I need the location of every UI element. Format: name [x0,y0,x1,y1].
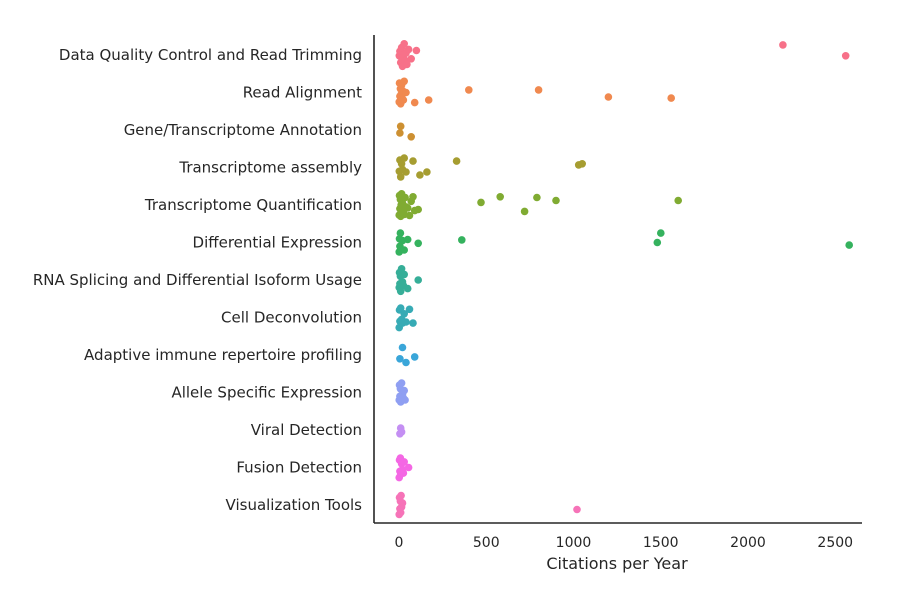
category-label: Viral Detection [251,421,362,439]
x-tick-label: 2500 [817,535,853,551]
data-point [552,196,560,205]
data-point [416,171,424,179]
data-point [396,122,405,131]
category-label: Read Alignment [243,84,362,102]
data-point [396,508,405,517]
data-point [396,355,404,363]
data-point [573,505,581,514]
data-point [401,396,409,404]
category-labels: Data Quality Control and Read Trimming Re… [33,46,362,514]
data-point [402,168,410,176]
data-point [604,93,613,101]
x-axis-title: Citations per Year [546,554,688,573]
data-point [396,173,405,181]
data-point [841,52,850,60]
data-point [402,88,410,97]
x-tick-label: 1000 [556,535,592,551]
data-point [400,270,409,279]
data-point [477,198,485,207]
data-point [396,129,404,137]
data-point [396,229,405,237]
data-point [399,469,408,477]
data-point [414,239,423,248]
data-point [520,207,529,216]
category-label: Transcriptome Quantification [144,196,362,214]
data-point [423,168,431,176]
data-point [407,55,416,63]
data-point [403,204,412,212]
data-point [400,154,409,162]
category-label: Visualization Tools [226,496,363,514]
data-point [398,343,407,352]
x-tick-label: 2000 [730,535,766,551]
category-label: Data Quality Control and Read Trimming [59,46,362,64]
data-point [396,287,405,296]
data-point [400,246,409,254]
data-point [407,133,416,141]
x-tick-label: 0 [395,535,404,551]
category-label: Differential Expression [193,234,362,252]
x-tick-label: 500 [473,535,500,551]
data-point [409,319,417,327]
data-point [496,193,505,201]
data-point [414,276,423,284]
data-point [400,310,409,318]
data-point [397,428,406,436]
data-point [845,241,853,249]
data-point [409,157,417,165]
category-label: Fusion Detection [236,459,362,477]
category-label: Cell Deconvolution [221,309,362,327]
data-point [403,235,412,244]
x-tick-label: 1500 [643,535,679,551]
data-point [458,236,466,244]
data-points [395,40,853,519]
data-point [534,86,543,94]
data-point [674,196,682,205]
data-point [400,458,409,466]
category-label: Adaptive immune repertoire profiling [84,346,362,364]
data-point [397,379,406,387]
data-point [396,304,405,312]
data-point [399,96,408,104]
data-point [465,86,473,94]
data-point [452,157,461,165]
data-point [400,40,409,48]
data-point [400,386,409,395]
data-point [402,318,410,326]
data-point [657,229,665,237]
data-point [667,94,675,102]
data-point [404,463,413,472]
data-point [414,205,423,214]
data-point [398,499,407,507]
data-point [404,45,413,54]
data-point [412,46,421,55]
data-point [397,491,405,500]
data-point [401,193,409,202]
category-label: RNA Splicing and Differential Isoform Us… [33,271,362,289]
data-point [409,193,417,201]
data-point [402,358,410,367]
data-point [410,353,419,361]
x-tick-labels: 0 500 1000 1500 2000 2500 [395,535,854,551]
data-point [405,305,414,314]
category-label: Allele Specific Expression [171,384,362,402]
data-point [533,193,541,202]
data-point [653,238,662,247]
data-point [403,284,412,293]
data-point [424,96,433,104]
category-label: Transcriptome assembly [178,159,362,177]
data-point [405,211,414,220]
category-label: Gene/Transcriptome Annotation [124,121,362,139]
data-point [400,77,409,86]
data-point [578,160,586,168]
data-point [403,60,411,69]
data-point [397,160,406,168]
data-point [779,41,787,49]
data-point [410,98,419,107]
